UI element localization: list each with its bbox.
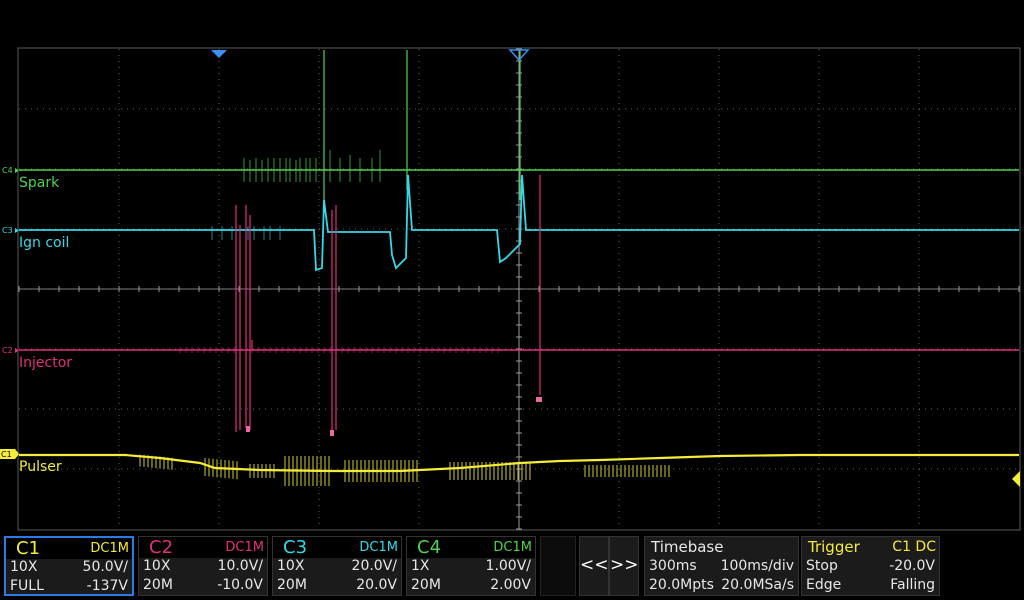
channel-coupling: DC1M [359, 540, 398, 555]
channel-probe: 1X [411, 558, 430, 574]
c3-marker: C3 [2, 226, 13, 235]
empty-slot [540, 536, 576, 596]
trigger-state: Stop [806, 558, 838, 574]
trace-label-spark: Spark [19, 175, 60, 191]
channel-offset: 20.0V [356, 577, 397, 593]
channel-name: C1 [16, 538, 41, 559]
channel-coupling: DC1M [225, 540, 264, 555]
trigger-slope: Falling [890, 577, 935, 593]
channel-offset: -137V [86, 578, 128, 594]
channel-name: C2 [149, 537, 174, 558]
next-page-button[interactable]: >> [609, 536, 639, 596]
memory-depth: 20.0Mpts [649, 577, 714, 593]
timebase-scale: 100ms/div [720, 558, 794, 574]
channel-coupling: DC1M [493, 540, 532, 555]
channel-probe: 10X [143, 558, 171, 574]
channel-offset: 2.00V [490, 577, 531, 593]
trigger-type: Edge [806, 577, 842, 593]
channel-scale: 20.0V/ [351, 558, 397, 574]
trigger-level-marker[interactable] [1012, 471, 1020, 487]
channel-coupling: DC1M [90, 541, 129, 556]
channel-bandwidth: FULL [10, 578, 44, 594]
channel-probe: 10X [277, 558, 305, 574]
timebase-title: Timebase [651, 538, 724, 556]
channel-scale: 50.0V/ [82, 559, 128, 575]
trigger-position-marker[interactable] [211, 50, 227, 58]
trigger-title: Trigger [808, 538, 860, 556]
channel-scale: 10.0V/ [217, 558, 263, 574]
channel-panel-c4[interactable]: C4 DC1M 1X 1.00V/ 20M 2.00V [406, 536, 536, 596]
status-bar: C1 DC1M 10X 50.0V/ FULL -137V C2 DC1M 10X 1… [0, 534, 1024, 600]
trace-label-injector: Injector [19, 355, 72, 371]
sample-rate: 20.0MSa/s [721, 577, 794, 593]
channel-panel-c1[interactable]: C1 DC1M 10X 50.0V/ FULL -137V [4, 536, 134, 596]
channel-bandwidth: 20M [411, 577, 441, 593]
channel-markers: C4 C3 C2 C1 [0, 166, 19, 459]
trigger-panel[interactable]: Trigger C1 DC Stop -20.0V Edge Falling [801, 536, 940, 596]
timebase-panel[interactable]: Timebase 300ms 100ms/div 20.0Mpts 20.0MSa/… [644, 536, 799, 596]
channel-panel-c2[interactable]: C2 DC1M 10X 10.0V/ 20M -10.0V [138, 536, 268, 596]
channel-name: C3 [283, 537, 308, 558]
trace-label-pulser: Pulser [19, 459, 62, 475]
channel-bandwidth: 20M [143, 577, 173, 593]
channel-name: C4 [417, 537, 442, 558]
trace-label-ign-coil: Ign coil [19, 235, 69, 251]
channel-bandwidth: 20M [277, 577, 307, 593]
time-delay-marker[interactable] [508, 49, 530, 62]
channel-probe: 10X [10, 559, 38, 575]
graticule-grid [18, 48, 1020, 530]
timebase-delay: 300ms [649, 558, 697, 574]
channel-scale: 1.00V/ [485, 558, 531, 574]
c1-marker: C1 [1, 450, 12, 459]
prev-page-button[interactable]: << [579, 536, 609, 596]
channel-offset: -10.0V [217, 577, 263, 593]
waveform-traces [19, 50, 1019, 486]
channel-panel-c3[interactable]: C3 DC1M 10X 20.0V/ 20M 20.0V [272, 536, 402, 596]
trigger-source: C1 DC [892, 539, 936, 555]
trigger-level: -20.0V [889, 558, 935, 574]
c4-marker: C4 [2, 166, 13, 175]
c2-marker: C2 [2, 346, 13, 355]
